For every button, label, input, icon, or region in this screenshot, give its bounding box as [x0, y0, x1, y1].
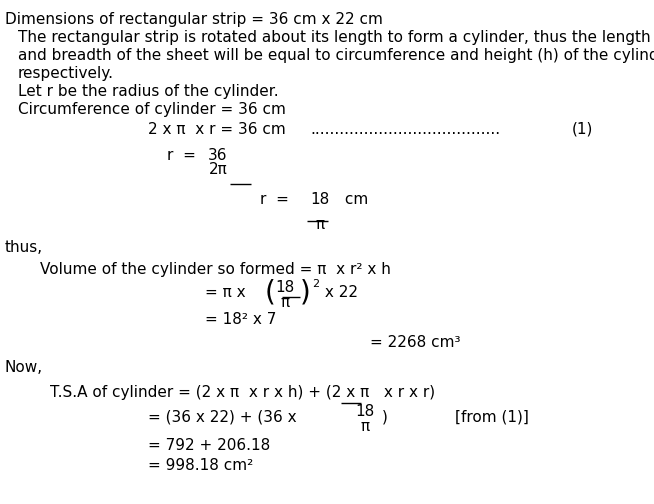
- Text: Volume of the cylinder so formed = π  x r² x h: Volume of the cylinder so formed = π x r…: [40, 262, 391, 277]
- Text: .......................................: .......................................: [310, 122, 500, 137]
- Text: 18: 18: [355, 404, 375, 419]
- Text: Let r be the radius of the cylinder.: Let r be the radius of the cylinder.: [18, 84, 279, 99]
- Text: = π x: = π x: [205, 285, 250, 300]
- Text: respectively.: respectively.: [18, 66, 114, 81]
- Text: 36: 36: [208, 148, 228, 163]
- Text: thus,: thus,: [5, 240, 43, 255]
- Text: π: π: [360, 419, 370, 434]
- Text: ): ): [382, 410, 388, 425]
- Text: 18: 18: [275, 280, 294, 295]
- Text: ): ): [300, 278, 311, 306]
- Text: r  =: r =: [260, 192, 289, 207]
- Text: = 2268 cm³: = 2268 cm³: [370, 335, 460, 350]
- Text: = 998.18 cm²: = 998.18 cm²: [148, 458, 253, 473]
- Text: = (36 x 22) + (36 x: = (36 x 22) + (36 x: [148, 410, 301, 425]
- Text: r  =: r =: [167, 148, 196, 163]
- Text: π: π: [315, 217, 324, 232]
- Text: 2π: 2π: [209, 162, 228, 177]
- Text: 2: 2: [312, 279, 319, 289]
- Text: 18: 18: [311, 192, 330, 207]
- Text: = 18² x 7: = 18² x 7: [205, 312, 277, 327]
- Text: x 22: x 22: [320, 285, 358, 300]
- Text: cm: cm: [340, 192, 368, 207]
- Text: The rectangular strip is rotated about its length to form a cylinder, thus the l: The rectangular strip is rotated about i…: [18, 30, 651, 45]
- Text: Now,: Now,: [5, 360, 43, 375]
- Text: π: π: [281, 295, 290, 310]
- Text: T.S.A of cylinder = (2 x π  x r x h) + (2 x π   x r x r): T.S.A of cylinder = (2 x π x r x h) + (2…: [50, 385, 435, 400]
- Text: 2 x π  x r = 36 cm: 2 x π x r = 36 cm: [148, 122, 286, 137]
- Text: and breadth of the sheet will be equal to circumference and height (h) of the cy: and breadth of the sheet will be equal t…: [18, 48, 654, 63]
- Text: = 792 + 206.18: = 792 + 206.18: [148, 438, 270, 453]
- Text: (: (: [265, 278, 276, 306]
- Text: Dimensions of rectangular strip = 36 cm x 22 cm: Dimensions of rectangular strip = 36 cm …: [5, 12, 383, 27]
- Text: (1): (1): [572, 122, 593, 137]
- Text: [from (1)]: [from (1)]: [455, 410, 529, 425]
- Text: Circumference of cylinder = 36 cm: Circumference of cylinder = 36 cm: [18, 102, 286, 117]
